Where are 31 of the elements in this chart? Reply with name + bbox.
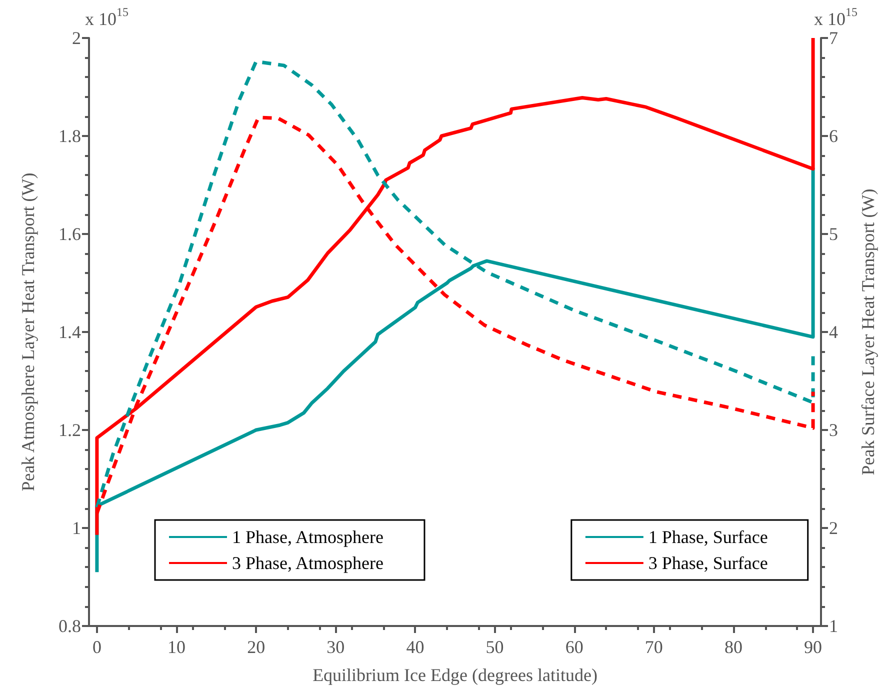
y2-tick-label: 7 [829,28,838,48]
legend-label: 3 Phase, Atmosphere [232,553,384,573]
x-tick-label: 20 [247,637,266,657]
y-tick-label: 1.6 [58,224,81,244]
x-tick-label: 60 [565,637,584,657]
y-axis-title: Peak Atmosphere Layer Heat Transport (W) [18,172,38,492]
y2-tick-label: 5 [829,224,838,244]
x-tick-label: 80 [724,637,742,657]
x-tick-label: 50 [486,637,504,657]
y2-tick-label: 4 [829,322,838,342]
legend-label: 1 Phase, Surface [648,527,768,547]
x-tick-label: 10 [168,637,186,657]
x-tick-label: 30 [326,637,345,657]
y-tick-label: 1.8 [58,126,81,146]
y-tick-label: 2 [72,28,81,48]
x-tick-label: 40 [406,637,424,657]
x-tick-label: 0 [92,637,102,657]
legend-label: 3 Phase, Surface [648,553,768,573]
y-tick-label: 0.8 [58,616,81,636]
y2-tick-label: 3 [829,420,838,440]
y2-tick-label: 6 [829,126,838,146]
y2-axis-title: Peak Surface Layer Heat Transport (W) [858,188,878,476]
x-tick-label: 90 [804,637,822,657]
y-tick-label: 1.2 [58,420,81,440]
y-tick-label: 1.4 [58,322,81,342]
x-axis-title: Equilibrium Ice Edge (degrees latitude) [312,665,598,685]
y2-tick-label: 2 [829,518,838,538]
x-tick-label: 70 [644,637,663,657]
legend-label: 1 Phase, Atmosphere [232,527,384,547]
y-tick-label: 1 [72,518,81,538]
y2-tick-label: 1 [829,616,838,636]
